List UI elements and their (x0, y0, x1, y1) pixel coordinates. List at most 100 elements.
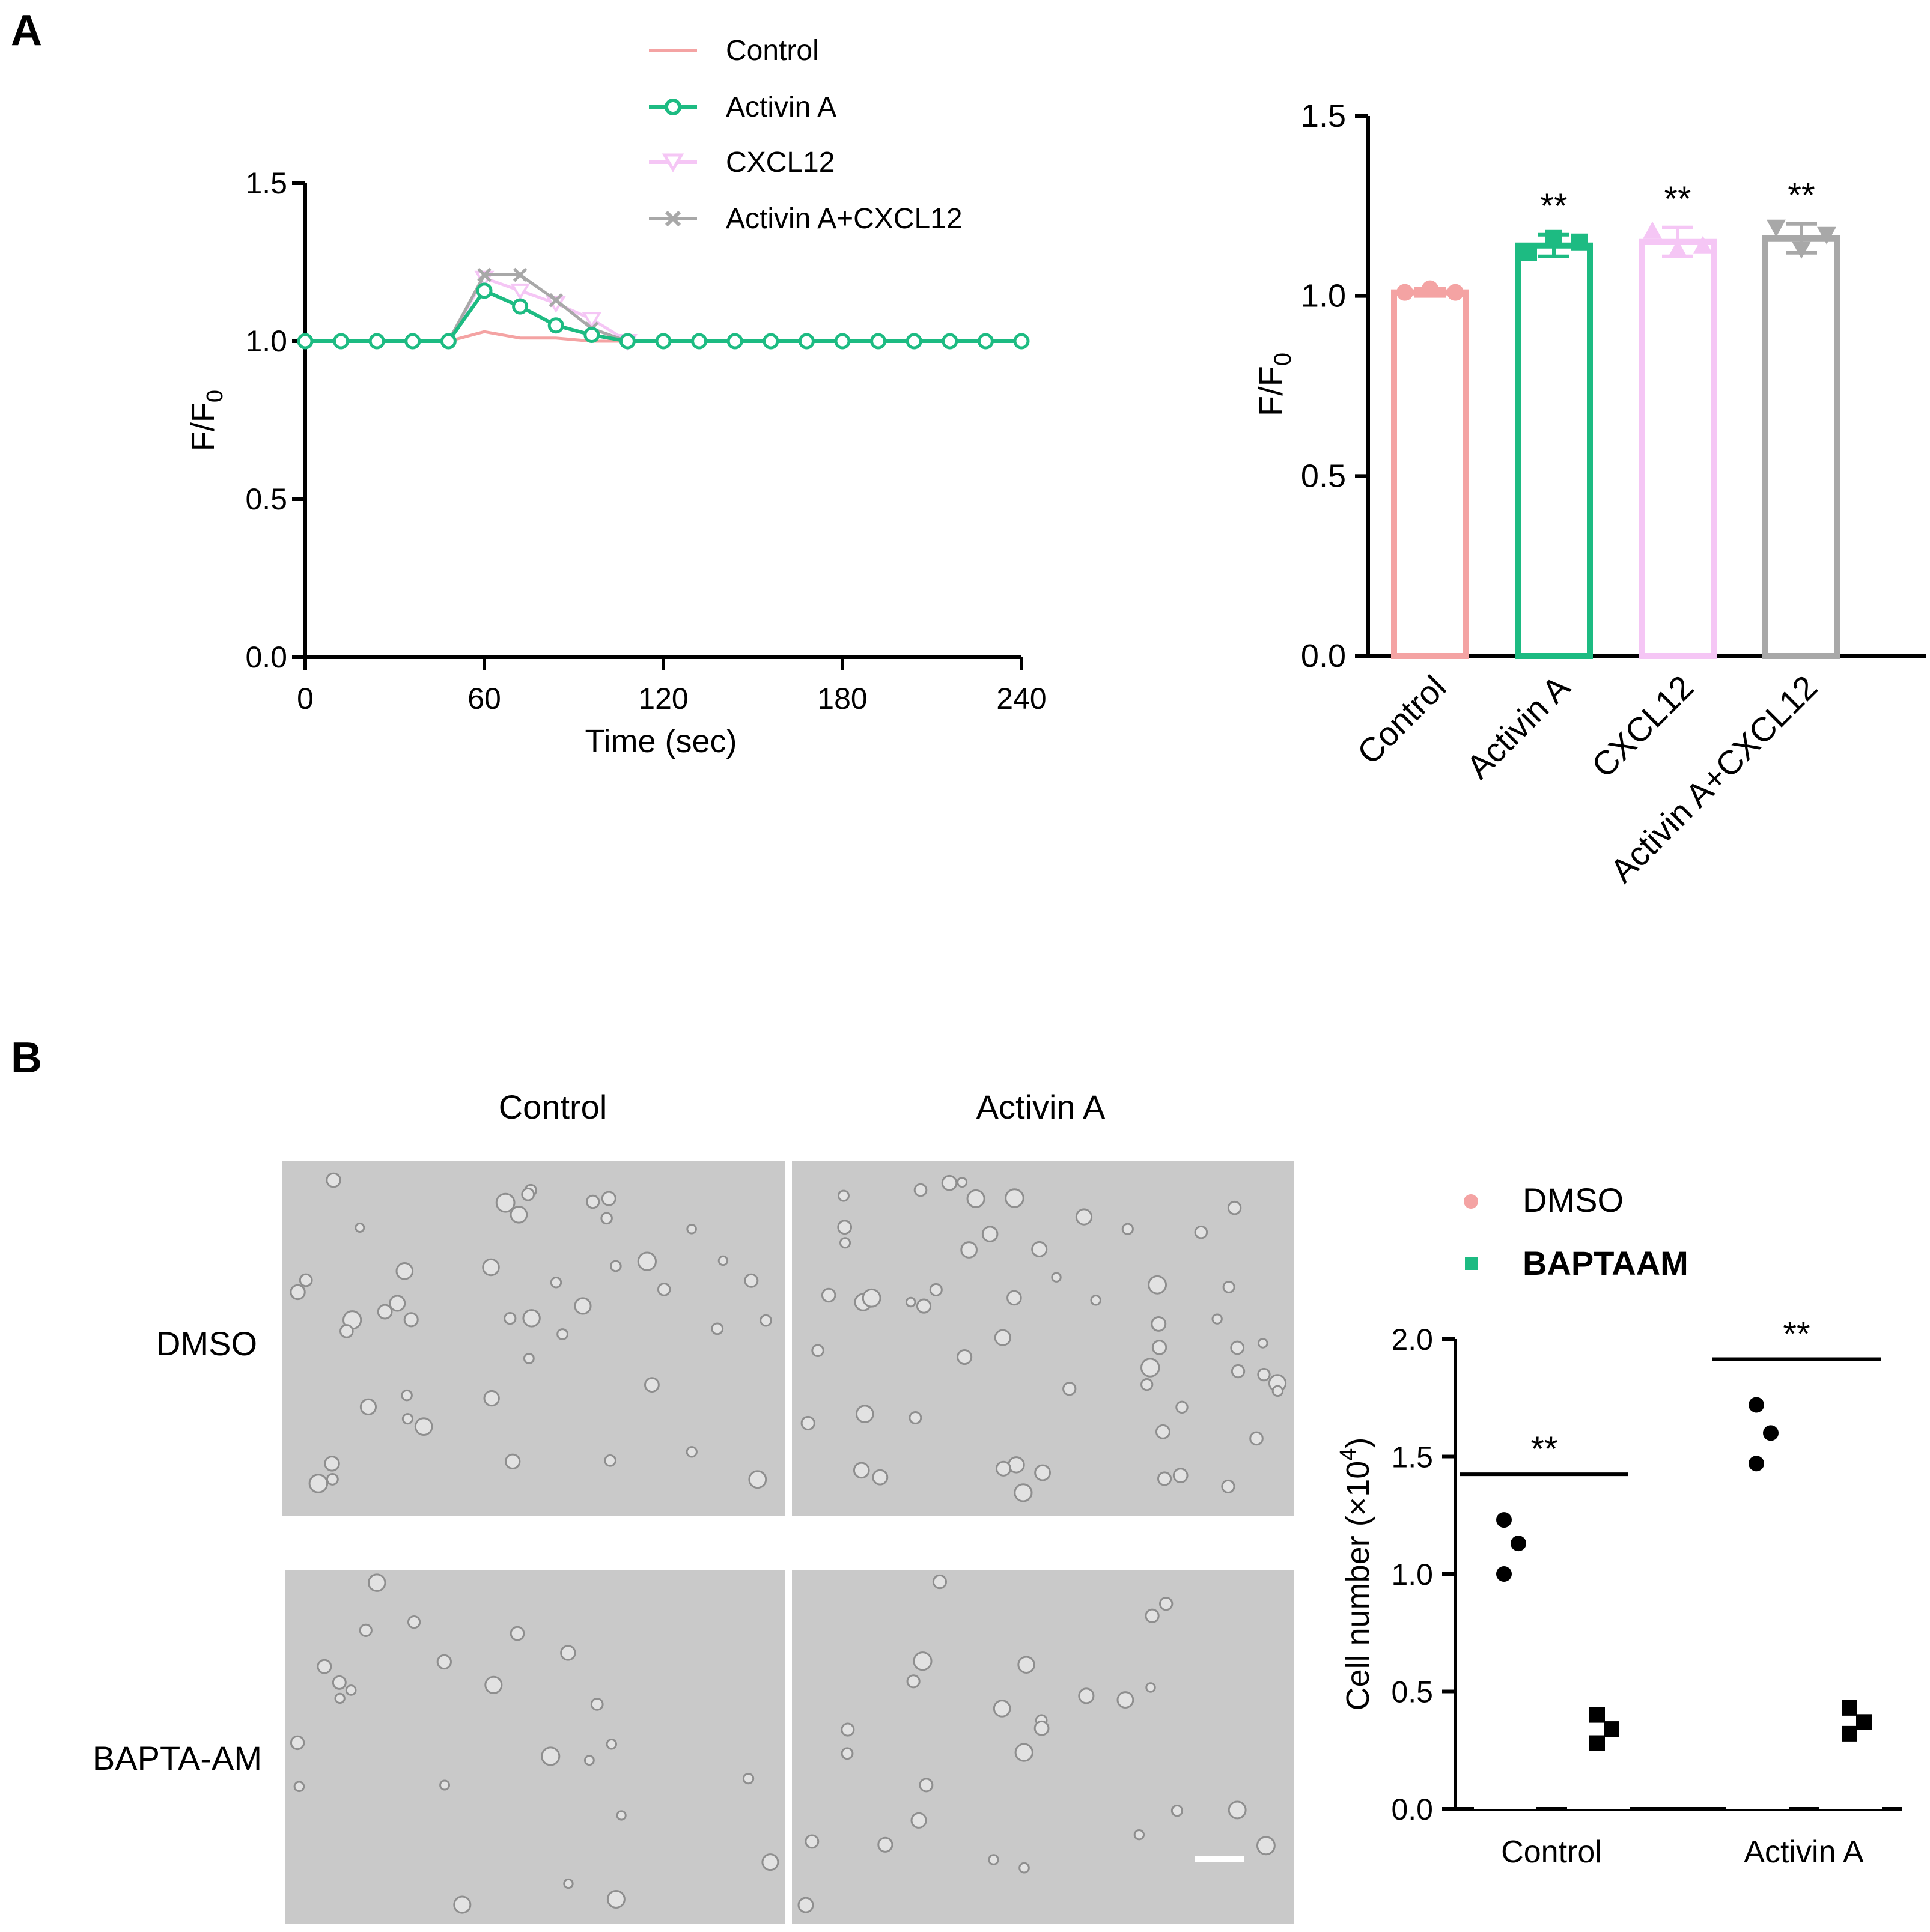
cell (583, 1755, 595, 1766)
cell (523, 1353, 535, 1364)
bar (1762, 235, 1840, 660)
cell (482, 1258, 500, 1277)
data-point (1842, 1700, 1857, 1716)
cell (550, 1276, 562, 1289)
cell (1090, 1295, 1101, 1306)
bar (1639, 238, 1717, 659)
series-line (305, 276, 1021, 343)
b-bar-ticks: 0.0 0.5 1.0 1.5 2.0 (1391, 1323, 1455, 1826)
cell (407, 1615, 421, 1629)
cell (560, 1645, 576, 1661)
cell (855, 1405, 874, 1423)
cell (1249, 1431, 1264, 1446)
cell (395, 1262, 414, 1280)
x-tick-label: 60 (467, 682, 501, 715)
cell (994, 1329, 1012, 1346)
cell (910, 1812, 927, 1829)
cell (436, 1654, 452, 1670)
cell (686, 1446, 698, 1458)
cell (932, 1574, 948, 1590)
b-bar-ylabel: Cell number (×104) (1336, 1438, 1376, 1711)
cell (1256, 1836, 1276, 1856)
bar-dmso (1726, 1433, 1789, 1809)
data-point (1604, 1721, 1619, 1737)
data-point (510, 283, 531, 300)
y-tick-label: 1.0 (1391, 1558, 1433, 1591)
legend-item-control: Control (649, 35, 819, 67)
y-tick-label: 1.0 (245, 324, 287, 358)
cell (1018, 1862, 1030, 1874)
x-tick-label: Activin A+CXCL12 (1603, 668, 1824, 890)
scale-bar (1195, 1856, 1244, 1862)
filled-square-icon (1465, 1257, 1478, 1270)
cell (414, 1417, 433, 1436)
cell (293, 1781, 305, 1793)
bar-group-activin: ** Activin A (1459, 187, 1593, 786)
data-point (870, 333, 887, 350)
cell (1151, 1340, 1167, 1355)
bar-dmso (1474, 1546, 1536, 1809)
data-point (513, 267, 528, 282)
data-point (1496, 1566, 1512, 1582)
y-tick-label: 1.5 (245, 166, 287, 200)
significance-label: ** (1530, 1430, 1557, 1469)
cell (359, 1623, 373, 1638)
data-point (1396, 284, 1413, 301)
open-triangle-down-icon (662, 153, 684, 172)
legend-label-combo: Activin A+CXCL12 (726, 203, 963, 235)
legend-label-bapta: BAPTAAM (1523, 1244, 1688, 1282)
data-point (1763, 1425, 1779, 1441)
data-point (440, 333, 457, 350)
x-tick-label: Control (1350, 668, 1453, 771)
x-tick-label: 120 (638, 682, 688, 715)
cell (821, 1287, 836, 1303)
y-tick-label: 0.0 (245, 640, 287, 674)
cell (345, 1684, 357, 1696)
cell (644, 1377, 660, 1393)
bar (1391, 289, 1469, 659)
cell (1033, 1720, 1050, 1736)
open-circle-icon (665, 99, 681, 115)
x-tick-label: Control (1501, 1835, 1602, 1870)
y-tick-label: 1.0 (1301, 278, 1346, 314)
cell (367, 1573, 386, 1592)
cell (872, 1469, 889, 1486)
data-point (1668, 239, 1687, 257)
data-point (1511, 1536, 1526, 1552)
data-point (1767, 219, 1786, 237)
legend-label-activin: Activin A (726, 91, 836, 123)
cell (1211, 1313, 1223, 1325)
cell (585, 1194, 600, 1209)
data-point (512, 298, 529, 315)
a-line-xlabel: Time (sec) (585, 723, 737, 759)
x-tick-label: 180 (817, 682, 867, 715)
y-tick-label: 0.5 (1301, 458, 1346, 494)
cell (1051, 1272, 1062, 1283)
data-point (1422, 280, 1438, 297)
legend-label-dmso: DMSO (1523, 1181, 1624, 1219)
row-label-dmso: DMSO (156, 1325, 257, 1362)
cell (541, 1746, 561, 1766)
cell-dots (290, 1172, 1287, 1914)
cell (609, 1260, 622, 1272)
a-bar-ticks: 0.0 0.5 1.0 1.5 (1301, 98, 1368, 674)
b-bar-legend: DMSO BAPTAAM (1464, 1181, 1688, 1282)
filled-circle-icon (1464, 1194, 1478, 1209)
cell (800, 1415, 815, 1431)
x-tick-label: 240 (996, 682, 1046, 715)
legend-item-cxcl12: CXCL12 (649, 147, 835, 178)
cell (1075, 1208, 1093, 1226)
a-line-axes (303, 183, 1021, 659)
cell (1231, 1364, 1246, 1379)
cell (601, 1191, 616, 1206)
series-line (305, 273, 1021, 343)
col-label-activin: Activin A (976, 1088, 1106, 1126)
cell (919, 1778, 934, 1793)
cell (1221, 1479, 1235, 1493)
data-point (368, 333, 385, 350)
panel-a-label: A (11, 7, 42, 55)
cell (1145, 1608, 1160, 1623)
legend-label-control: Control (726, 35, 819, 67)
cell (913, 1183, 928, 1197)
data-point (1447, 284, 1464, 301)
